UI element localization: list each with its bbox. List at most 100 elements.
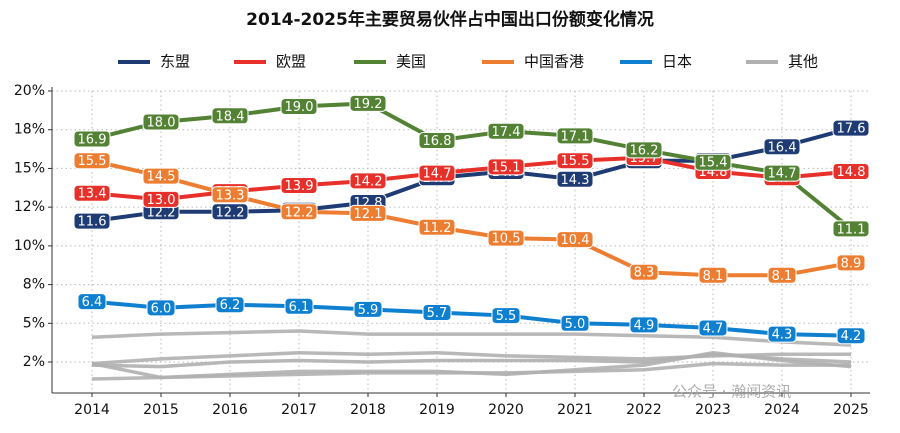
data-label: 15.5 bbox=[73, 152, 111, 170]
data-label-text: 5.9 bbox=[358, 303, 379, 318]
chart-title: 2014-2025年主要贸易伙伴占中国出口份额变化情况 bbox=[246, 9, 654, 30]
data-label: 4.2 bbox=[836, 327, 866, 345]
data-label-text: 15.5 bbox=[561, 154, 590, 169]
data-label-box bbox=[556, 231, 594, 249]
data-label-text: 6.2 bbox=[220, 298, 241, 313]
data-label-box bbox=[767, 325, 797, 343]
data-label-text: 13.3 bbox=[216, 188, 245, 203]
data-label-text: 17.4 bbox=[492, 125, 521, 140]
data-label-text: 13.0 bbox=[147, 193, 176, 208]
data-label: 16.9 bbox=[73, 130, 111, 148]
data-label-text: 11.6 bbox=[78, 215, 107, 230]
data-label-text: 19.2 bbox=[354, 97, 383, 112]
data-label: 8.3 bbox=[629, 263, 659, 281]
data-label-box bbox=[284, 297, 314, 315]
data-label: 14.7 bbox=[763, 164, 801, 182]
data-label-box bbox=[832, 220, 870, 238]
data-label-box bbox=[556, 152, 594, 170]
data-label-text: 4.2 bbox=[841, 329, 862, 344]
data-label-text: 4.7 bbox=[703, 321, 724, 336]
data-label-box bbox=[767, 266, 797, 284]
x-tick-label: 2019 bbox=[419, 402, 455, 418]
data-label-text: 12.2 bbox=[285, 205, 314, 220]
data-label: 17.6 bbox=[832, 119, 870, 137]
series-line bbox=[91, 155, 852, 202]
data-label-text: 16.8 bbox=[423, 134, 452, 149]
data-label: 4.3 bbox=[767, 325, 797, 343]
series-line bbox=[91, 329, 852, 347]
data-label: 5.9 bbox=[353, 300, 383, 318]
data-label: 6.2 bbox=[215, 296, 245, 314]
x-tick-label: 2014 bbox=[74, 402, 110, 418]
legend-label: 欧盟 bbox=[276, 53, 306, 71]
data-label-text: 4.3 bbox=[772, 328, 793, 343]
data-label-box bbox=[418, 218, 456, 236]
data-label-box bbox=[832, 163, 870, 181]
data-label-text: 18.4 bbox=[216, 109, 245, 124]
data-label-box bbox=[487, 229, 525, 247]
data-label-box bbox=[77, 293, 107, 311]
data-label-box bbox=[142, 167, 180, 185]
data-label: 14.7 bbox=[418, 164, 456, 182]
data-label-text: 6.4 bbox=[82, 295, 103, 310]
data-label-text: 10.4 bbox=[561, 233, 590, 248]
data-label-text: 16.4 bbox=[768, 140, 797, 155]
data-label-text: 10.5 bbox=[492, 232, 521, 247]
data-label-box bbox=[763, 164, 801, 182]
data-label: 6.4 bbox=[77, 293, 107, 311]
series-line bbox=[91, 361, 851, 381]
data-label: 10.5 bbox=[487, 229, 525, 247]
data-label-text: 6.1 bbox=[289, 300, 310, 315]
data-label: 17.1 bbox=[556, 127, 594, 144]
data-label: 16.2 bbox=[625, 141, 663, 159]
data-label-box bbox=[211, 107, 249, 125]
data-label-text: 8.1 bbox=[772, 269, 793, 284]
data-label: 6.1 bbox=[284, 297, 314, 315]
legend-label: 美国 bbox=[396, 53, 426, 71]
x-tick-label: 2017 bbox=[281, 402, 317, 418]
data-label-text: 16.2 bbox=[630, 143, 659, 158]
data-label: 11.6 bbox=[73, 212, 111, 230]
data-label: 12.2 bbox=[211, 203, 249, 221]
y-tick-label: 2% bbox=[23, 354, 45, 370]
watermark: 公众号 · 瀚闻资讯 bbox=[672, 383, 791, 401]
data-label: 8.1 bbox=[767, 266, 797, 284]
y-tick-label: 8% bbox=[23, 277, 45, 293]
data-label-box bbox=[487, 122, 525, 140]
data-label-text: 12.2 bbox=[216, 205, 245, 220]
data-label-box bbox=[73, 212, 111, 230]
data-label-box bbox=[763, 138, 801, 156]
legend-label: 中国香港 bbox=[524, 53, 584, 71]
data-label-text: 8.1 bbox=[703, 269, 724, 284]
data-label-box bbox=[349, 204, 387, 222]
data-label: 15.4 bbox=[694, 153, 732, 171]
data-label: 13.3 bbox=[211, 186, 249, 204]
data-label-text: 5.7 bbox=[427, 306, 448, 321]
data-label-text: 17.6 bbox=[837, 122, 866, 137]
x-tick-label: 2016 bbox=[212, 402, 248, 418]
data-label: 5.0 bbox=[560, 314, 590, 332]
data-label-box bbox=[418, 132, 456, 150]
data-label-text: 6.0 bbox=[151, 301, 172, 316]
data-label-box bbox=[487, 158, 525, 176]
data-label: 5.5 bbox=[491, 307, 521, 325]
y-tick-label: 10% bbox=[14, 238, 45, 254]
data-label: 18.0 bbox=[142, 113, 180, 130]
x-tick-label: 2024 bbox=[764, 402, 800, 418]
legend-label: 日本 bbox=[662, 53, 692, 71]
data-label: 15.5 bbox=[556, 152, 594, 170]
data-label: 16.4 bbox=[763, 138, 801, 156]
data-label: 14.8 bbox=[832, 163, 870, 181]
data-label-box bbox=[698, 266, 728, 284]
data-label: 6.0 bbox=[146, 299, 176, 317]
data-label-text: 15.5 bbox=[78, 154, 107, 169]
data-label: 4.7 bbox=[698, 319, 728, 337]
data-label-box bbox=[73, 130, 111, 148]
data-label: 12.1 bbox=[349, 204, 387, 222]
y-tick-label: 12% bbox=[14, 199, 45, 215]
data-label-box bbox=[215, 296, 245, 314]
data-label-box bbox=[280, 97, 318, 115]
data-label-box bbox=[698, 319, 728, 337]
data-label-text: 14.3 bbox=[561, 173, 590, 188]
